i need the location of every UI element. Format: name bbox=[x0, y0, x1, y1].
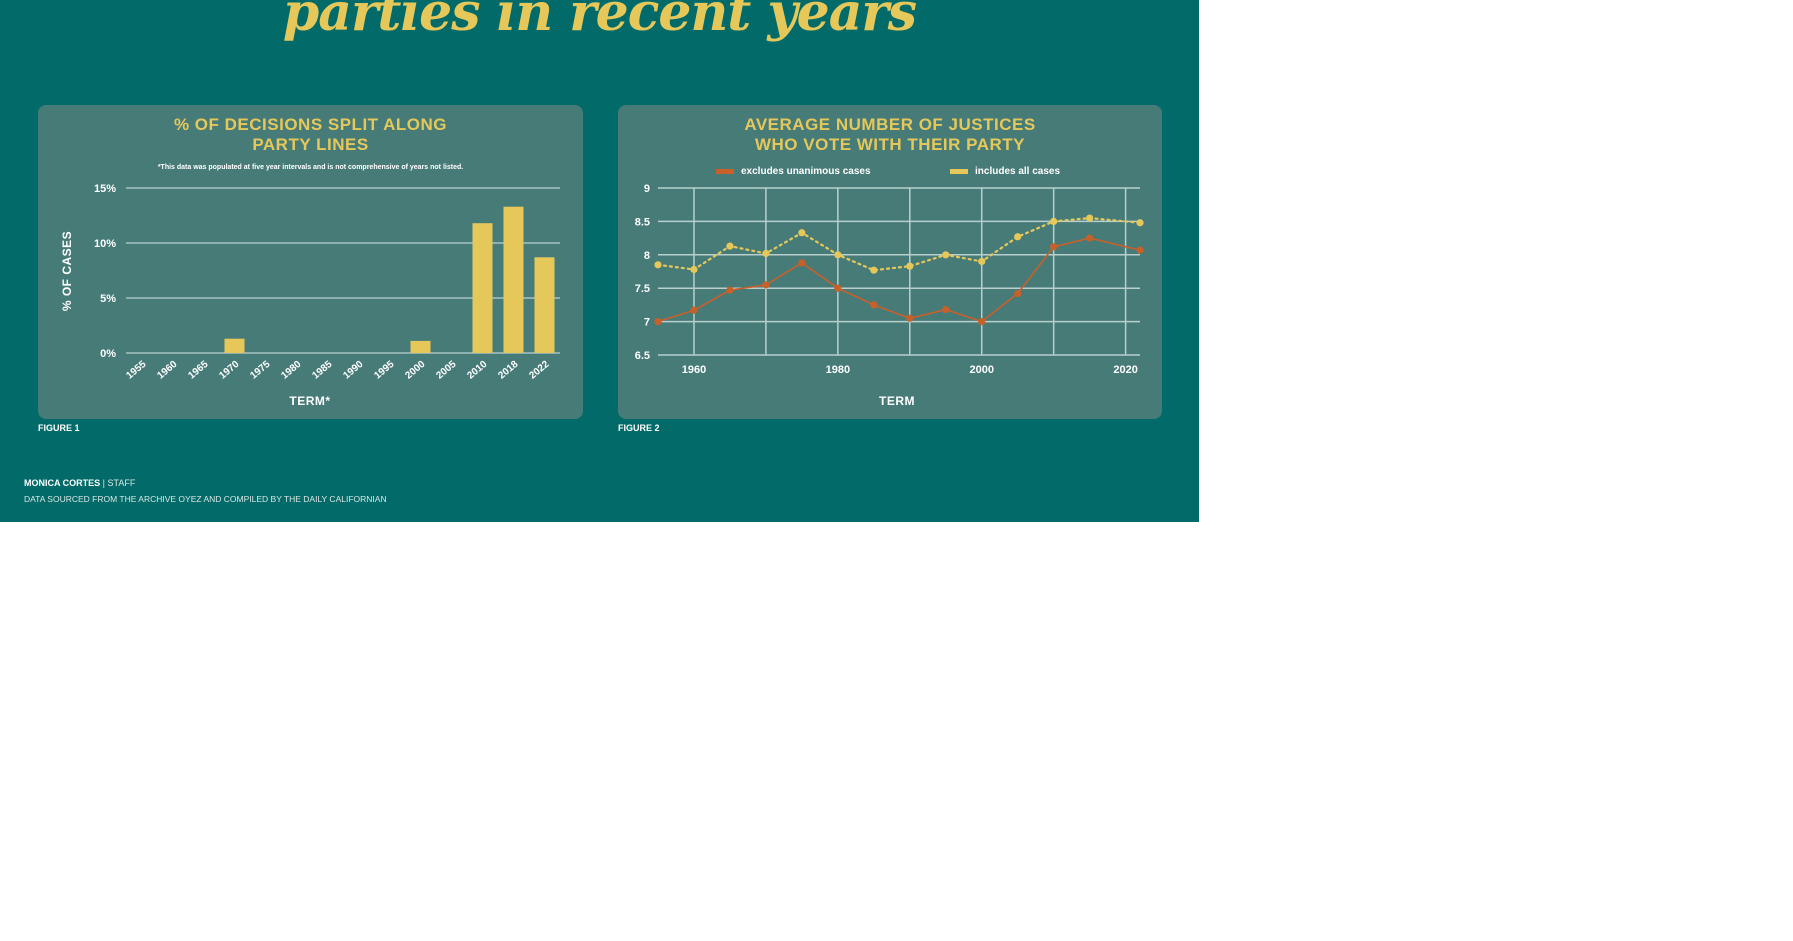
figure2-xtick-label: 2000 bbox=[969, 364, 993, 376]
figure1-ytick-label: 5% bbox=[100, 293, 116, 305]
point-includes-all bbox=[1014, 233, 1022, 241]
point-includes-all bbox=[834, 251, 842, 259]
credit-line: MONICA CORTES | STAFF bbox=[24, 478, 135, 488]
figure1-card: % OF DECISIONS SPLIT ALONG PARTY LINES *… bbox=[38, 105, 583, 419]
point-excludes-unanimous bbox=[690, 306, 698, 314]
point-excludes-unanimous bbox=[870, 301, 878, 309]
point-excludes-unanimous bbox=[798, 259, 806, 267]
figure1-bar bbox=[410, 340, 431, 353]
figure1-xtick-label: 1980 bbox=[279, 359, 303, 382]
point-includes-all bbox=[978, 257, 986, 266]
author-name: MONICA CORTES bbox=[24, 478, 101, 488]
figure2-title-line1: AVERAGE NUMBER OF JUSTICES bbox=[744, 115, 1036, 134]
figure2-xaxis-label: TERM bbox=[879, 394, 915, 408]
figure1-ytick-label: 15% bbox=[94, 183, 116, 195]
figure1-xtick-label: 2000 bbox=[403, 359, 427, 382]
point-includes-all bbox=[906, 262, 914, 270]
point-excludes-unanimous bbox=[942, 305, 950, 314]
point-excludes-unanimous bbox=[978, 318, 986, 326]
point-excludes-unanimous bbox=[1050, 243, 1058, 251]
legend-label-excludes: excludes unanimous cases bbox=[741, 166, 871, 177]
figure2-title: AVERAGE NUMBER OF JUSTICES WHO VOTE WITH… bbox=[618, 115, 1162, 155]
series-line-excludes-unanimous bbox=[657, 237, 1141, 323]
figure2-ytick-label: 7.5 bbox=[635, 283, 650, 295]
point-includes-all bbox=[1050, 217, 1058, 225]
point-excludes-unanimous bbox=[1086, 234, 1094, 242]
figure2-card: AVERAGE NUMBER OF JUSTICES WHO VOTE WITH… bbox=[618, 105, 1162, 419]
figure2-xtick-label: 1980 bbox=[826, 364, 850, 376]
figure1-bar bbox=[472, 223, 493, 353]
figure2-ytick-label: 8 bbox=[644, 250, 650, 262]
figure1-xtick-label: 1960 bbox=[155, 359, 179, 382]
point-includes-all bbox=[798, 229, 806, 237]
figure1-title-line2: PARTY LINES bbox=[252, 135, 369, 154]
point-includes-all bbox=[1136, 219, 1144, 227]
figure1-yaxis-label: % OF CASES bbox=[60, 231, 74, 311]
figure1-bar bbox=[224, 338, 245, 353]
figure1-xtick-label: 1955 bbox=[124, 359, 148, 382]
point-includes-all bbox=[870, 266, 878, 274]
bar-chart: 0% 5% 10% 15% 1955 1960 1965 1970 1975 1980 1985 1… bbox=[60, 183, 560, 408]
figure1-xtick-label: 2022 bbox=[527, 359, 551, 382]
figure1-label: FIGURE 1 bbox=[38, 423, 80, 433]
point-includes-all bbox=[942, 251, 950, 259]
figure1-xtick-label: 1970 bbox=[217, 359, 241, 382]
figure1-xaxis-label: TERM* bbox=[289, 394, 330, 408]
infographic-panel: parties in recent years % OF DECISIONS S… bbox=[0, 0, 1199, 522]
point-includes-all bbox=[1086, 214, 1094, 222]
legend-swatch-includes bbox=[950, 169, 968, 174]
figure1-xtick-label: 2018 bbox=[496, 359, 520, 382]
figure2-title-line2: WHO VOTE WITH THEIR PARTY bbox=[754, 135, 1025, 154]
figure1-bar bbox=[503, 206, 524, 353]
figure1-xtick-label: 2010 bbox=[465, 359, 489, 382]
figure1-xtick-label: 1985 bbox=[310, 359, 334, 382]
figure1-xtick-label: 1990 bbox=[341, 359, 365, 382]
point-excludes-unanimous bbox=[654, 318, 662, 326]
series-line-includes-all bbox=[656, 216, 1142, 272]
point-excludes-unanimous bbox=[1136, 246, 1144, 254]
legend-label-includes: includes all cases bbox=[975, 166, 1060, 177]
figure1-bar bbox=[534, 257, 555, 353]
point-excludes-unanimous bbox=[1014, 289, 1022, 298]
legend-swatch-excludes bbox=[716, 169, 734, 174]
figure2-ytick-label: 7 bbox=[644, 317, 650, 329]
point-excludes-unanimous bbox=[762, 281, 770, 289]
data-source: DATA SOURCED FROM THE ARCHIVE OYEZ AND C… bbox=[24, 494, 387, 504]
figure2-ytick-label: 8.5 bbox=[635, 216, 650, 228]
figure1-ytick-label: 10% bbox=[94, 238, 116, 250]
figure1-note: *This data was populated at five year in… bbox=[157, 164, 464, 171]
figure1-xtick-label: 1995 bbox=[372, 359, 396, 382]
figure2-label: FIGURE 2 bbox=[618, 423, 660, 433]
point-includes-all bbox=[654, 261, 662, 269]
figure1-xtick-label: 1975 bbox=[248, 359, 272, 382]
figure1-xtick-label: 2005 bbox=[434, 359, 458, 382]
headline: parties in recent years bbox=[282, 0, 917, 43]
author-role: STAFF bbox=[107, 478, 136, 488]
figure2-ytick-label: 9 bbox=[644, 183, 650, 195]
figure1-xtick-label: 1965 bbox=[186, 359, 210, 382]
line-chart: excludes unanimous cases includes all ca… bbox=[635, 166, 1144, 408]
figure1-ytick-label: 0% bbox=[100, 348, 116, 360]
point-excludes-unanimous bbox=[726, 286, 734, 294]
point-includes-all bbox=[690, 265, 698, 274]
figure2-xtick-label: 2020 bbox=[1113, 364, 1137, 376]
point-excludes-unanimous bbox=[834, 284, 842, 292]
point-excludes-unanimous bbox=[906, 314, 914, 322]
figure1-title: % OF DECISIONS SPLIT ALONG PARTY LINES bbox=[38, 115, 583, 155]
point-includes-all bbox=[762, 249, 770, 258]
figure2-ytick-label: 6.5 bbox=[635, 350, 650, 362]
figure1-title-line1: % OF DECISIONS SPLIT ALONG bbox=[173, 115, 448, 134]
figure2-xtick-label: 1960 bbox=[682, 364, 706, 376]
credit-separator: | bbox=[100, 478, 108, 488]
point-includes-all bbox=[726, 242, 734, 250]
